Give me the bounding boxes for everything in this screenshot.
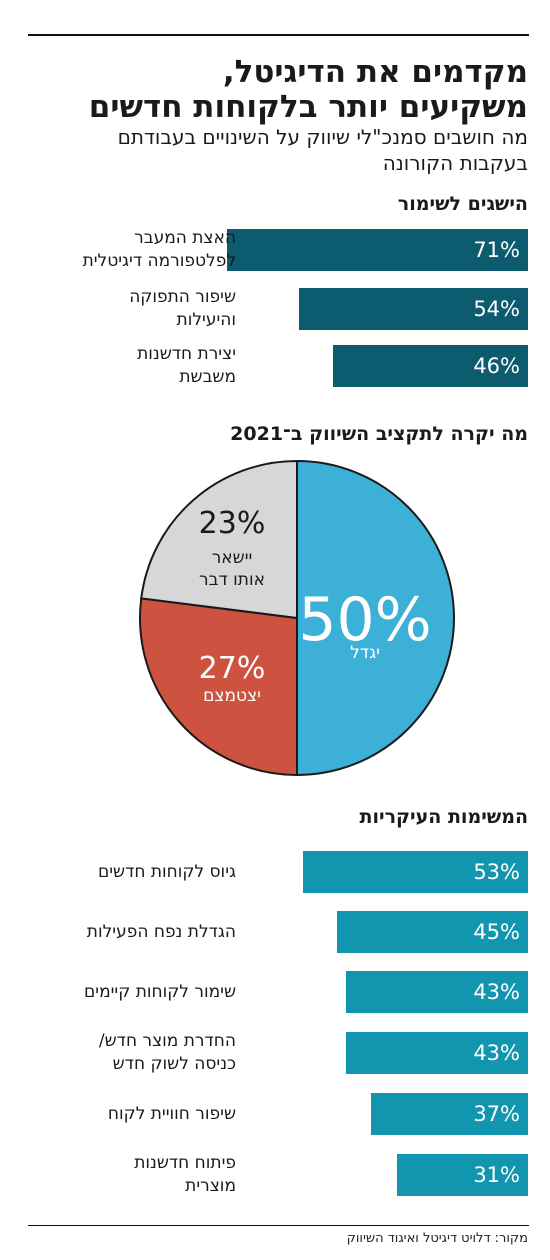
achievement-category-line: והיעילות bbox=[176, 310, 236, 330]
task-value-label: 45% bbox=[473, 920, 520, 944]
pie-slice bbox=[139, 597, 298, 777]
budget-title: מה יקרה לתקציב השיווק ב־2021 bbox=[230, 423, 528, 445]
task-bar: 43% bbox=[346, 971, 528, 1013]
task-category-line: הגדלת נפח הפעילות bbox=[86, 921, 236, 942]
task-category-line: כניסה לשוק חדש bbox=[112, 1054, 236, 1074]
pie-category-label: אותו דבר bbox=[199, 570, 265, 590]
task-category-line: שיפור חוויית לקוח bbox=[107, 1103, 236, 1124]
task-category-label: שיפור חוויית לקוח bbox=[0, 1103, 236, 1126]
task-category-line: פיתוח חדשנות bbox=[134, 1153, 236, 1173]
subtitle-line-1: מה חושבים סמנכ"לי שיווק על השינויים בעבו… bbox=[117, 125, 528, 149]
task-value-label: 53% bbox=[473, 860, 520, 884]
title-line-1: מקדמים את הדיגיטל, bbox=[222, 54, 528, 90]
achievement-value-label: 54% bbox=[473, 297, 520, 321]
task-bar: 43% bbox=[346, 1032, 528, 1074]
page-title: מקדמים את הדיגיטל, משקיעים יותר בלקוחות … bbox=[8, 55, 528, 125]
task-bar: 37% bbox=[371, 1093, 528, 1135]
achievement-category-line: יצירת חדשנות bbox=[137, 344, 236, 364]
task-value-label: 43% bbox=[473, 980, 520, 1004]
tasks-title: המשימות העיקריות bbox=[359, 806, 529, 828]
achievement-bar: 46% bbox=[333, 345, 528, 387]
task-category-label: הגדלת נפח הפעילות bbox=[0, 921, 236, 944]
task-value-label: 37% bbox=[473, 1102, 520, 1126]
task-category-label: פיתוח חדשנות מוצרית bbox=[0, 1152, 236, 1198]
task-value-label: 43% bbox=[473, 1041, 520, 1065]
achievement-category-line: לפלטפורמה דיגיטלית bbox=[82, 251, 236, 271]
achievement-bar: 71% bbox=[227, 229, 528, 271]
task-category-line: החדרת מוצר חדש/ bbox=[98, 1031, 236, 1051]
pie-slice bbox=[296, 459, 455, 777]
achievement-category-label: יצירת חדשנות משבשת bbox=[0, 343, 236, 389]
subtitle-line-2: בעקבות הקורונה bbox=[382, 151, 528, 175]
pie-category-label: יצטמצם bbox=[203, 686, 261, 706]
task-category-line: מוצרית bbox=[185, 1176, 236, 1196]
achievement-category-label: האצת המעבר לפלטפורמה דיגיטלית bbox=[0, 227, 236, 273]
achievement-category-line: האצת המעבר bbox=[134, 228, 236, 248]
task-category-line: גיוס לקוחות חדשים bbox=[97, 861, 236, 882]
pie-category-label: יגדל bbox=[350, 643, 380, 663]
source-note: מקור: דלויט דיגיטל ואיגוד השיווק bbox=[346, 1231, 528, 1246]
bottom-rule bbox=[28, 1225, 529, 1226]
pie-value-label: 27% bbox=[199, 651, 266, 686]
title-line-2: משקיעים יותר בלקוחות חדשים bbox=[88, 89, 528, 125]
achievements-title: הישגים לשימור bbox=[397, 193, 528, 215]
pie-value-label: 23% bbox=[199, 506, 266, 541]
task-category-label: שימור לקוחות קיימים bbox=[0, 981, 236, 1004]
task-value-label: 31% bbox=[473, 1163, 520, 1187]
pie-value-label: 50% bbox=[298, 585, 431, 655]
task-category-label: גיוס לקוחות חדשים bbox=[0, 861, 236, 884]
page-subtitle: מה חושבים סמנכ"לי שיווק על השינויים בעבו… bbox=[18, 124, 528, 176]
achievement-bar: 54% bbox=[299, 288, 528, 330]
achievement-category-line: שיפור התפוקה bbox=[129, 287, 236, 307]
pie-slice bbox=[140, 459, 298, 620]
task-bar: 53% bbox=[303, 851, 528, 893]
achievement-value-label: 71% bbox=[473, 238, 520, 262]
task-category-line: שימור לקוחות קיימים bbox=[84, 981, 236, 1002]
achievement-category-label: שיפור התפוקה והיעילות bbox=[0, 286, 236, 332]
pie-category-label: יישאר bbox=[212, 548, 253, 568]
top-rule bbox=[28, 34, 529, 36]
achievement-value-label: 46% bbox=[473, 354, 520, 378]
achievement-category-line: משבשת bbox=[179, 367, 236, 387]
task-bar: 31% bbox=[397, 1154, 528, 1196]
task-category-label: החדרת מוצר חדש/כניסה לשוק חדש bbox=[0, 1030, 236, 1076]
task-bar: 45% bbox=[337, 911, 528, 953]
